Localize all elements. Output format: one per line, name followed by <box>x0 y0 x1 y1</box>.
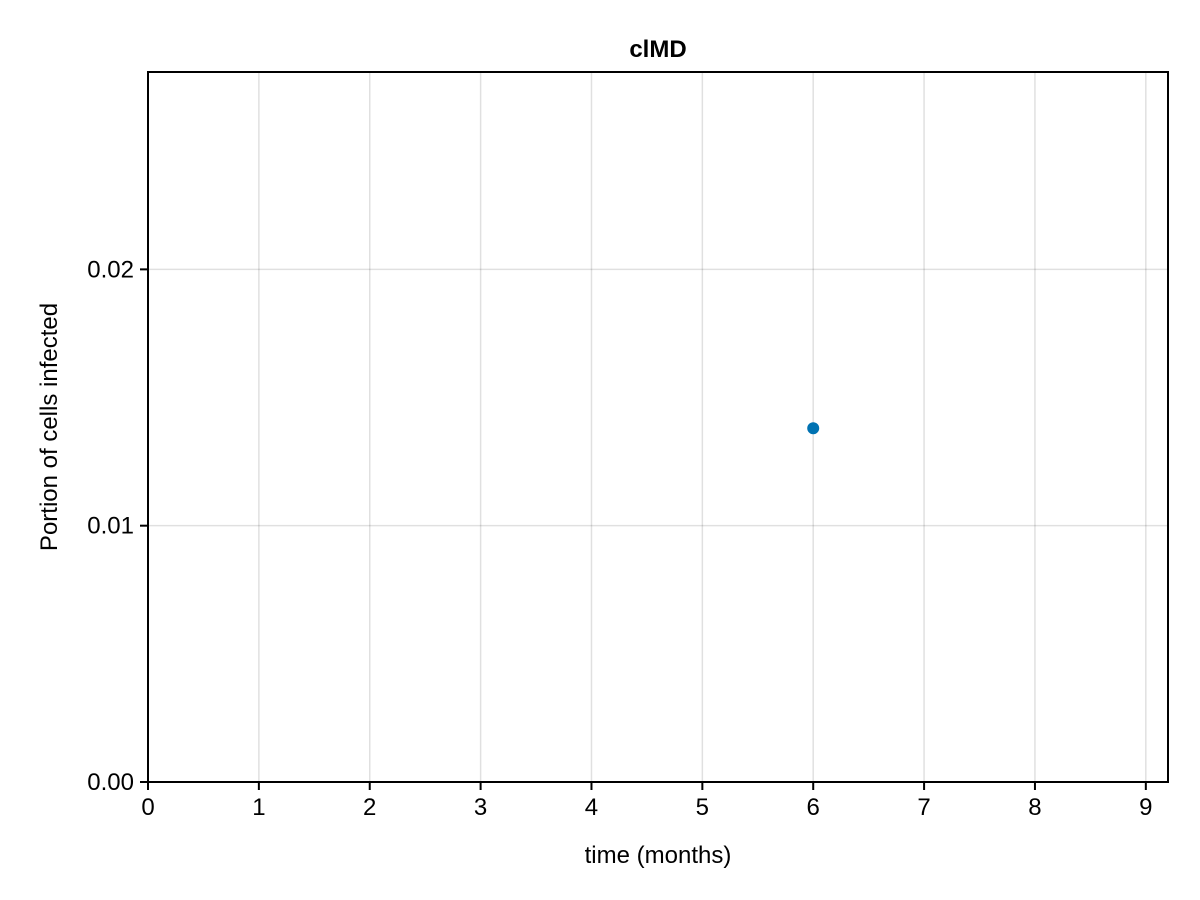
plot-area-frame <box>147 71 1169 783</box>
y-tick-label: 0.00 <box>87 769 134 796</box>
x-tick-label: 9 <box>1139 794 1152 821</box>
y-tick-label: 0.01 <box>87 513 134 540</box>
x-tick-label: 6 <box>807 794 820 821</box>
x-tick-label: 7 <box>917 794 930 821</box>
x-tick-label: 5 <box>696 794 709 821</box>
grid <box>147 72 1168 783</box>
y-axis: 0.00 0.01 0.02 <box>87 256 148 796</box>
y-tick-label: 0.02 <box>87 256 134 283</box>
x-tick-label: 2 <box>363 794 376 821</box>
x-tick-label: 3 <box>474 794 487 821</box>
x-tick-label: 8 <box>1028 794 1041 821</box>
chart-title: clMD <box>629 36 686 63</box>
x-tick-label: 0 <box>141 794 154 821</box>
data-points <box>807 422 820 435</box>
x-axis: 0 1 2 3 4 5 6 7 8 9 <box>141 782 1153 821</box>
x-axis-label: time (months) <box>585 842 732 869</box>
data-point <box>807 422 820 435</box>
y-axis-label: Portion of cells infected <box>36 303 63 551</box>
x-tick-label: 1 <box>252 794 265 821</box>
x-tick-label: 4 <box>585 794 598 821</box>
